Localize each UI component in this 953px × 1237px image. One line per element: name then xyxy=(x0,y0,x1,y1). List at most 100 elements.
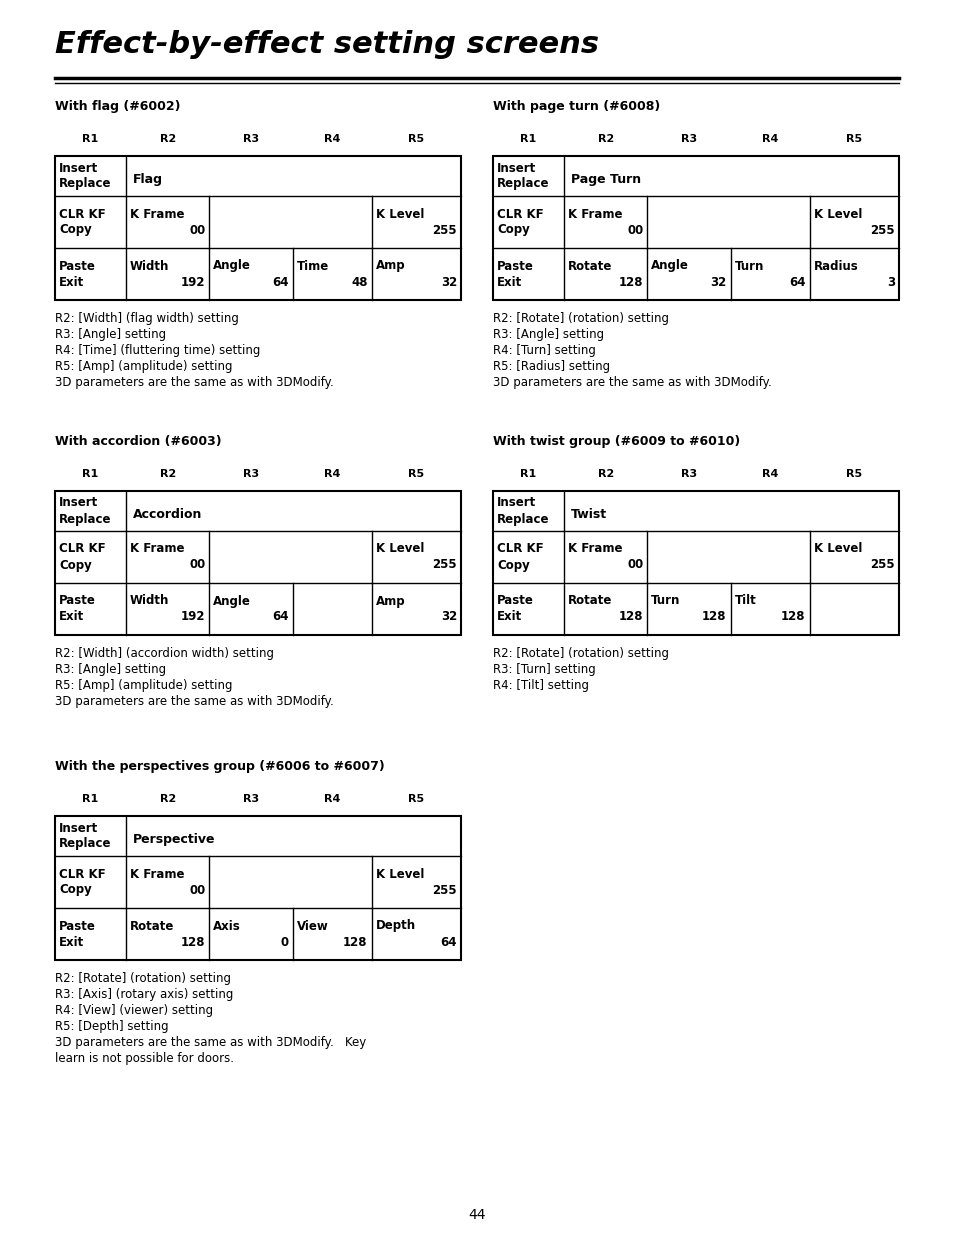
Text: 00: 00 xyxy=(189,224,205,236)
Bar xyxy=(493,156,898,301)
Text: R3: [Angle] setting: R3: [Angle] setting xyxy=(55,663,166,675)
Text: R2: [Rotate] (rotation) setting: R2: [Rotate] (rotation) setting xyxy=(493,312,668,325)
Text: Page Turn: Page Turn xyxy=(571,173,640,187)
Text: CLR KF: CLR KF xyxy=(59,208,106,220)
Text: With the perspectives group (#6006 to #6007): With the perspectives group (#6006 to #6… xyxy=(55,760,384,773)
Text: R1: R1 xyxy=(82,469,98,479)
Text: 00: 00 xyxy=(626,224,642,236)
Text: 128: 128 xyxy=(618,276,642,288)
Text: Angle: Angle xyxy=(213,260,251,272)
Text: R5: R5 xyxy=(408,134,424,143)
Text: 128: 128 xyxy=(180,935,205,949)
Text: R2: [Width] (accordion width) setting: R2: [Width] (accordion width) setting xyxy=(55,647,274,661)
Text: Replace: Replace xyxy=(497,177,549,190)
Text: Amp: Amp xyxy=(375,595,405,607)
Text: With accordion (#6003): With accordion (#6003) xyxy=(55,435,221,448)
Text: Exit: Exit xyxy=(497,276,521,288)
Text: K Level: K Level xyxy=(375,208,424,220)
Text: R5: R5 xyxy=(408,469,424,479)
Text: 3: 3 xyxy=(886,276,894,288)
Text: CLR KF: CLR KF xyxy=(59,543,106,555)
Text: R3: R3 xyxy=(243,469,258,479)
Text: R3: R3 xyxy=(680,134,697,143)
Text: 32: 32 xyxy=(440,611,456,623)
Text: R3: R3 xyxy=(243,134,258,143)
Text: Axis: Axis xyxy=(213,919,241,933)
Text: Paste: Paste xyxy=(59,595,95,607)
Text: View: View xyxy=(296,919,328,933)
Text: 00: 00 xyxy=(189,883,205,897)
Text: R3: R3 xyxy=(243,794,258,804)
Text: 255: 255 xyxy=(869,558,894,571)
Text: Copy: Copy xyxy=(497,224,529,236)
Text: R2: R2 xyxy=(159,469,175,479)
Text: R1: R1 xyxy=(82,794,98,804)
Text: Paste: Paste xyxy=(59,260,95,272)
Text: R2: R2 xyxy=(159,794,175,804)
Text: 3D parameters are the same as with 3DModify.: 3D parameters are the same as with 3DMod… xyxy=(55,376,334,388)
Text: Insert: Insert xyxy=(59,821,98,835)
Text: R5: [Amp] (amplitude) setting: R5: [Amp] (amplitude) setting xyxy=(55,360,233,374)
Text: Paste: Paste xyxy=(59,919,95,933)
Text: Turn: Turn xyxy=(651,595,679,607)
Text: R4: R4 xyxy=(761,134,778,143)
Text: R4: [View] (viewer) setting: R4: [View] (viewer) setting xyxy=(55,1004,213,1017)
Text: 255: 255 xyxy=(432,883,456,897)
Text: R4: [Tilt] setting: R4: [Tilt] setting xyxy=(493,679,588,691)
Text: 3D parameters are the same as with 3DModify.: 3D parameters are the same as with 3DMod… xyxy=(55,695,334,708)
Text: 64: 64 xyxy=(272,276,288,288)
Text: Exit: Exit xyxy=(59,611,84,623)
Text: 255: 255 xyxy=(869,224,894,236)
Text: R2: [Rotate] (rotation) setting: R2: [Rotate] (rotation) setting xyxy=(493,647,668,661)
Text: Paste: Paste xyxy=(497,595,534,607)
Text: R3: R3 xyxy=(680,469,697,479)
Text: R2: R2 xyxy=(597,134,613,143)
Text: CLR KF: CLR KF xyxy=(59,867,106,881)
Text: 64: 64 xyxy=(440,935,456,949)
Text: R2: [Width] (flag width) setting: R2: [Width] (flag width) setting xyxy=(55,312,238,325)
Text: Radius: Radius xyxy=(813,260,858,272)
Text: 00: 00 xyxy=(626,558,642,571)
Text: Rotate: Rotate xyxy=(567,595,612,607)
Text: Exit: Exit xyxy=(59,935,84,949)
Text: R3: [Axis] (rotary axis) setting: R3: [Axis] (rotary axis) setting xyxy=(55,988,233,1001)
Text: R3: [Angle] setting: R3: [Angle] setting xyxy=(493,328,603,341)
Text: R1: R1 xyxy=(82,134,98,143)
Text: Tilt: Tilt xyxy=(734,595,756,607)
Text: CLR KF: CLR KF xyxy=(497,543,543,555)
Text: Rotate: Rotate xyxy=(567,260,612,272)
Text: 128: 128 xyxy=(781,611,805,623)
Text: Exit: Exit xyxy=(497,611,521,623)
Text: Replace: Replace xyxy=(59,512,112,526)
Text: R4: R4 xyxy=(761,469,778,479)
Text: R1: R1 xyxy=(519,134,537,143)
Text: Copy: Copy xyxy=(59,558,91,571)
Text: K Frame: K Frame xyxy=(567,208,622,220)
Bar xyxy=(55,816,460,960)
Text: Replace: Replace xyxy=(59,837,112,851)
Text: 64: 64 xyxy=(788,276,805,288)
Text: Width: Width xyxy=(130,595,170,607)
Text: learn is not possible for doors.: learn is not possible for doors. xyxy=(55,1051,233,1065)
Text: 44: 44 xyxy=(468,1209,485,1222)
Text: K Frame: K Frame xyxy=(130,867,184,881)
Text: K Level: K Level xyxy=(375,543,424,555)
Text: R4: R4 xyxy=(324,794,340,804)
Text: 128: 128 xyxy=(701,611,726,623)
Text: With page turn (#6008): With page turn (#6008) xyxy=(493,100,659,113)
Bar xyxy=(55,156,460,301)
Text: R5: [Amp] (amplitude) setting: R5: [Amp] (amplitude) setting xyxy=(55,679,233,691)
Text: R4: R4 xyxy=(324,134,340,143)
Text: Copy: Copy xyxy=(59,224,91,236)
Text: K Frame: K Frame xyxy=(130,208,184,220)
Text: Replace: Replace xyxy=(59,177,112,190)
Text: Amp: Amp xyxy=(375,260,405,272)
Text: Paste: Paste xyxy=(497,260,534,272)
Text: Time: Time xyxy=(296,260,329,272)
Text: 32: 32 xyxy=(440,276,456,288)
Text: Rotate: Rotate xyxy=(130,919,174,933)
Text: 48: 48 xyxy=(351,276,367,288)
Text: Insert: Insert xyxy=(59,496,98,510)
Text: 128: 128 xyxy=(618,611,642,623)
Text: R2: [Rotate] (rotation) setting: R2: [Rotate] (rotation) setting xyxy=(55,972,231,985)
